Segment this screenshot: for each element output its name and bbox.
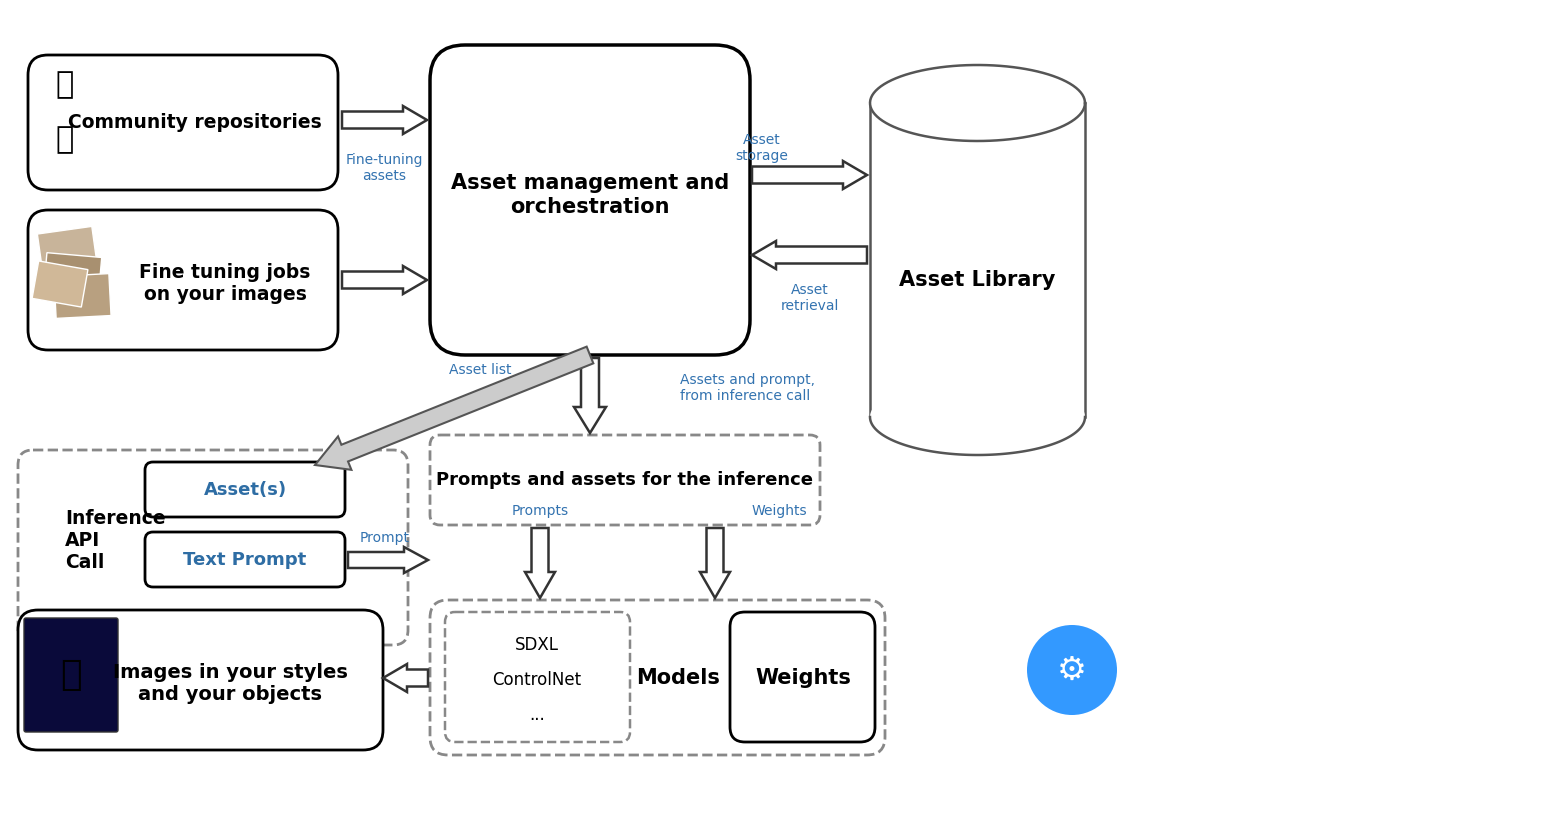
Polygon shape bbox=[870, 379, 1085, 455]
Bar bbox=[43, 252, 102, 300]
FancyBboxPatch shape bbox=[146, 462, 345, 517]
FancyBboxPatch shape bbox=[19, 450, 409, 645]
Text: Asset(s): Asset(s) bbox=[203, 481, 286, 499]
FancyArrow shape bbox=[342, 266, 427, 294]
Text: 🗄️: 🗄️ bbox=[56, 125, 74, 154]
FancyArrow shape bbox=[525, 528, 556, 598]
Text: Asset list: Asset list bbox=[449, 363, 511, 377]
Text: Asset Library: Asset Library bbox=[899, 270, 1056, 290]
FancyArrow shape bbox=[348, 547, 427, 573]
FancyArrow shape bbox=[700, 528, 731, 598]
FancyBboxPatch shape bbox=[731, 612, 875, 742]
FancyBboxPatch shape bbox=[430, 45, 749, 355]
Text: Prompt: Prompt bbox=[361, 531, 410, 545]
Text: Community repositories: Community repositories bbox=[68, 113, 322, 131]
Text: Asset
storage: Asset storage bbox=[735, 133, 788, 164]
Text: 🤗: 🤗 bbox=[56, 71, 74, 100]
Text: Images in your styles
and your objects: Images in your styles and your objects bbox=[113, 662, 347, 704]
Text: SDXL: SDXL bbox=[515, 636, 559, 654]
Text: Models: Models bbox=[636, 668, 720, 688]
Text: Fine-tuning
assets: Fine-tuning assets bbox=[345, 153, 423, 183]
Polygon shape bbox=[870, 65, 1085, 141]
FancyArrow shape bbox=[342, 106, 427, 134]
Text: Weights: Weights bbox=[755, 668, 851, 688]
Bar bbox=[37, 227, 98, 276]
FancyBboxPatch shape bbox=[19, 610, 382, 750]
Text: Asset
retrieval: Asset retrieval bbox=[780, 283, 839, 313]
Bar bbox=[54, 274, 111, 319]
Polygon shape bbox=[314, 347, 593, 470]
Text: ...: ... bbox=[529, 706, 545, 724]
Text: 🐙: 🐙 bbox=[60, 658, 82, 692]
FancyArrow shape bbox=[574, 358, 605, 433]
Circle shape bbox=[1026, 625, 1118, 715]
Text: Inference
API
Call: Inference API Call bbox=[65, 509, 166, 572]
Text: Assets and prompt,
from inference call: Assets and prompt, from inference call bbox=[680, 373, 814, 403]
Text: Fine tuning jobs
on your images: Fine tuning jobs on your images bbox=[139, 262, 311, 304]
FancyBboxPatch shape bbox=[28, 210, 337, 350]
FancyBboxPatch shape bbox=[146, 532, 345, 587]
Bar bbox=[33, 261, 88, 307]
FancyArrow shape bbox=[752, 161, 867, 189]
FancyBboxPatch shape bbox=[28, 55, 337, 190]
Text: ⚙: ⚙ bbox=[1057, 653, 1087, 686]
FancyBboxPatch shape bbox=[25, 618, 118, 732]
FancyBboxPatch shape bbox=[444, 612, 630, 742]
Text: Weights: Weights bbox=[752, 504, 808, 518]
Text: Prompts: Prompts bbox=[511, 504, 568, 518]
FancyArrow shape bbox=[382, 664, 427, 692]
Bar bbox=[870, 103, 1085, 417]
FancyArrow shape bbox=[752, 241, 867, 269]
Text: Asset management and
orchestration: Asset management and orchestration bbox=[450, 173, 729, 217]
Text: Text Prompt: Text Prompt bbox=[183, 551, 307, 569]
FancyBboxPatch shape bbox=[430, 435, 820, 525]
Text: ControlNet: ControlNet bbox=[492, 671, 582, 689]
FancyBboxPatch shape bbox=[430, 600, 885, 755]
Text: Prompts and assets for the inference: Prompts and assets for the inference bbox=[437, 471, 814, 489]
